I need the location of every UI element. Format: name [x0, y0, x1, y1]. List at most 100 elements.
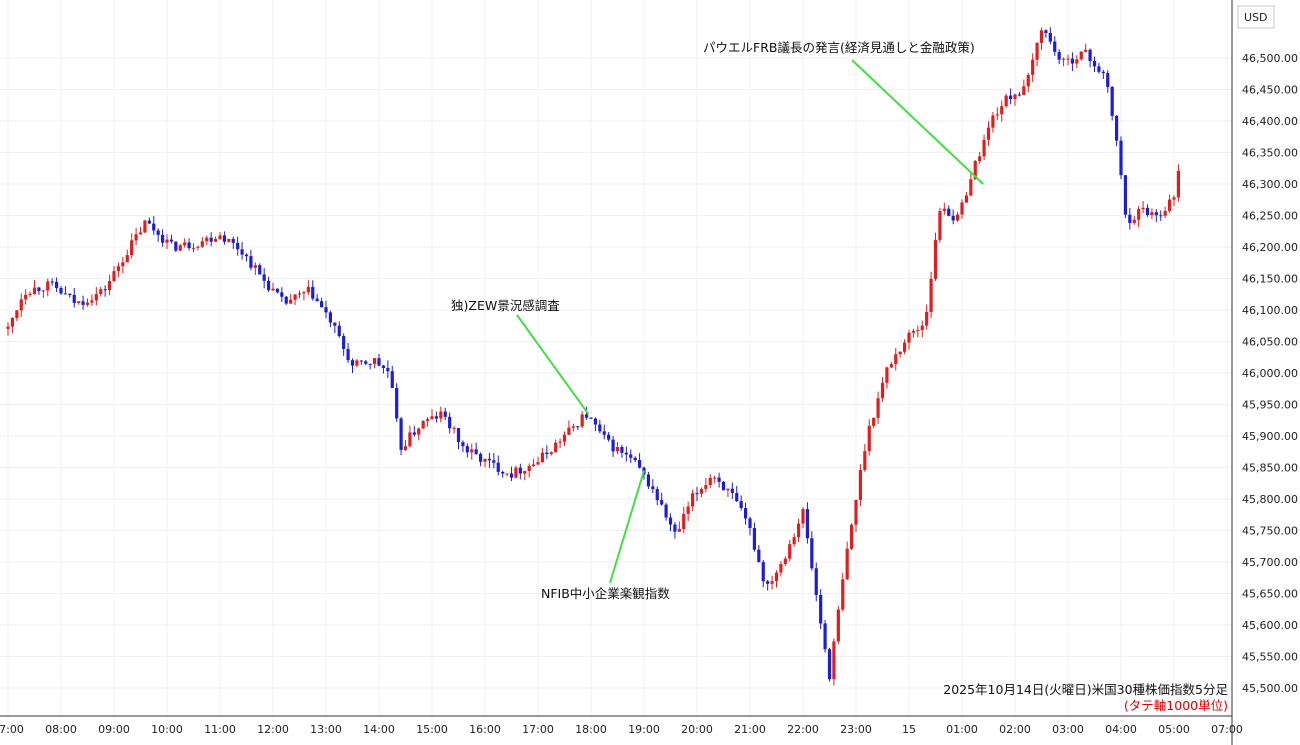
y-tick-label: 45,650.00 [1242, 588, 1298, 601]
candle-body [1154, 212, 1158, 216]
x-tick-label: 04:00 [1105, 723, 1137, 736]
candle-body [1123, 175, 1128, 215]
candle-body [1167, 199, 1172, 212]
candle-body [213, 238, 218, 242]
candle-body [660, 500, 664, 505]
candle-body [130, 240, 134, 256]
candle-body [342, 336, 346, 349]
candle-body [1075, 59, 1079, 64]
y-tick-label: 46,500.00 [1242, 52, 1298, 65]
candle-body [196, 246, 200, 248]
candle-body [496, 462, 500, 472]
y-tick-label: 45,700.00 [1242, 556, 1298, 569]
candle-body [867, 425, 871, 452]
x-tick-label: 19:00 [628, 723, 660, 736]
candle-body [41, 290, 45, 292]
candle-body [770, 581, 774, 584]
y-tick-label: 46,350.00 [1242, 147, 1298, 160]
candle-body [1061, 58, 1066, 60]
candle-body [430, 416, 434, 420]
candle-body [1163, 211, 1167, 216]
candle-body [311, 286, 315, 299]
candle-body [567, 427, 571, 435]
candle-body [969, 179, 973, 196]
candle-body [699, 488, 704, 494]
candle-body [677, 528, 681, 532]
candle-body [598, 424, 602, 432]
x-tick-label: 02:00 [999, 723, 1031, 736]
candle-body [876, 398, 880, 418]
candle-body [801, 509, 805, 524]
candle-body [571, 426, 575, 428]
candle-body [289, 299, 293, 304]
candle-body [417, 428, 421, 435]
y-tick-label: 45,850.00 [1242, 462, 1298, 475]
candle-body [509, 473, 514, 478]
x-tick-labels: 07:00 08:00 09:00 10:00 11:00 12:00 13:00 14:00… [0, 723, 1243, 736]
candle-body [6, 326, 10, 329]
candle-body [266, 280, 271, 291]
candle-body [324, 307, 328, 313]
candle-body [1035, 42, 1039, 60]
candle-body [1101, 71, 1105, 74]
candle-body [832, 641, 836, 680]
candle-body [1039, 30, 1044, 43]
candle-body [10, 318, 15, 327]
chart-caption: 2025年10月14日(火曜日)米国30種株価指数5分足 [943, 682, 1228, 697]
candle-body [222, 235, 227, 242]
y-tick-label: 46,300.00 [1242, 178, 1298, 191]
candle-body [545, 452, 549, 455]
candle-body [925, 312, 929, 326]
candle-body [1044, 30, 1048, 33]
x-tick-label: 07:00 [1211, 723, 1243, 736]
candle-body [814, 568, 818, 595]
candle-body [854, 499, 858, 525]
candle-body [403, 446, 408, 450]
candle-body [1070, 58, 1075, 64]
candle-body [227, 238, 231, 242]
candle-body [236, 242, 240, 250]
candle-body [112, 271, 116, 282]
y-tick-label: 46,100.00 [1242, 304, 1298, 317]
candle-body [973, 161, 977, 180]
candle-body [819, 594, 823, 624]
candle-body [59, 288, 63, 294]
candle-body [37, 287, 41, 292]
y-tick-label: 46,150.00 [1242, 273, 1298, 286]
candle-body [293, 294, 297, 300]
candle-body [328, 312, 333, 323]
candle-body [143, 220, 147, 233]
candle-body [624, 452, 628, 455]
candle-body [629, 454, 633, 458]
x-tick-label: 14:00 [363, 723, 395, 736]
candle-body [1066, 58, 1070, 60]
candle-body [81, 301, 85, 305]
candle-body [125, 255, 129, 263]
candle-body [611, 439, 615, 452]
candle-body [178, 245, 182, 251]
candle-body [827, 649, 832, 680]
candle-body [836, 609, 840, 642]
candle-body [1084, 49, 1088, 52]
candle-body [1106, 73, 1110, 87]
candle-body [682, 513, 686, 529]
candle-body [584, 414, 589, 418]
candle-body [554, 442, 558, 453]
annotation-powell: パウエルFRB議長の発言(経済見通しと金融政策) [703, 40, 975, 55]
candle-body [748, 518, 752, 529]
annotation-line-powell [851, 59, 984, 185]
candle-body [399, 418, 403, 450]
currency-box [1237, 5, 1275, 29]
candle-body [1013, 94, 1017, 100]
candle-body [1128, 214, 1132, 223]
candle-body [518, 467, 522, 474]
candle-body [951, 215, 955, 221]
candle-body [244, 254, 249, 257]
candle-body [68, 293, 72, 295]
candle-body [54, 281, 59, 289]
candle-body [1000, 106, 1004, 115]
candle-body [792, 537, 796, 545]
candle-body [894, 354, 898, 365]
candle-body [964, 195, 969, 203]
